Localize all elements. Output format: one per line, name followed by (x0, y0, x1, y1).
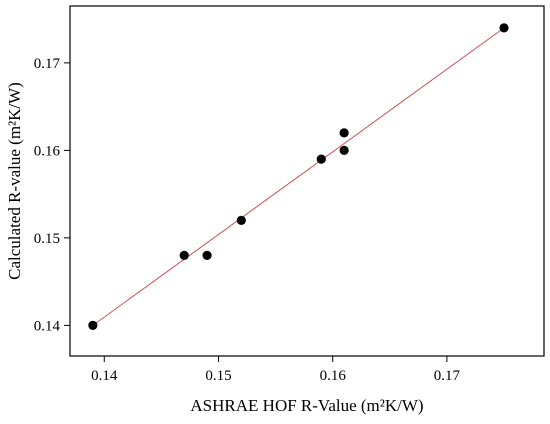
data-point (179, 250, 189, 260)
y-tick-label: 0.17 (34, 56, 61, 72)
y-axis-label: Calculated R-value (m²K/W) (5, 82, 24, 280)
y-tick-label: 0.16 (34, 143, 61, 159)
x-tick-label: 0.16 (320, 368, 347, 384)
x-tick-label: 0.14 (91, 368, 118, 384)
data-point (88, 320, 98, 330)
x-tick-label: 0.17 (434, 368, 461, 384)
x-axis-label: ASHRAE HOF R-Value (m²K/W) (190, 396, 423, 415)
data-point (339, 128, 349, 138)
data-point (499, 23, 509, 33)
data-points (88, 23, 509, 330)
data-point (316, 154, 326, 164)
y-tick-label: 0.14 (34, 318, 61, 334)
y-axis: 0.14 0.15 0.16 0.17 (34, 56, 70, 334)
x-tick-label: 0.15 (205, 368, 231, 384)
plot-frame (69, 5, 545, 357)
data-point (236, 215, 246, 225)
fit-line (92, 27, 505, 326)
data-point (202, 250, 212, 260)
y-tick-label: 0.15 (34, 231, 60, 247)
data-point (339, 145, 349, 155)
x-axis: 0.14 0.15 0.16 0.17 (91, 356, 461, 384)
